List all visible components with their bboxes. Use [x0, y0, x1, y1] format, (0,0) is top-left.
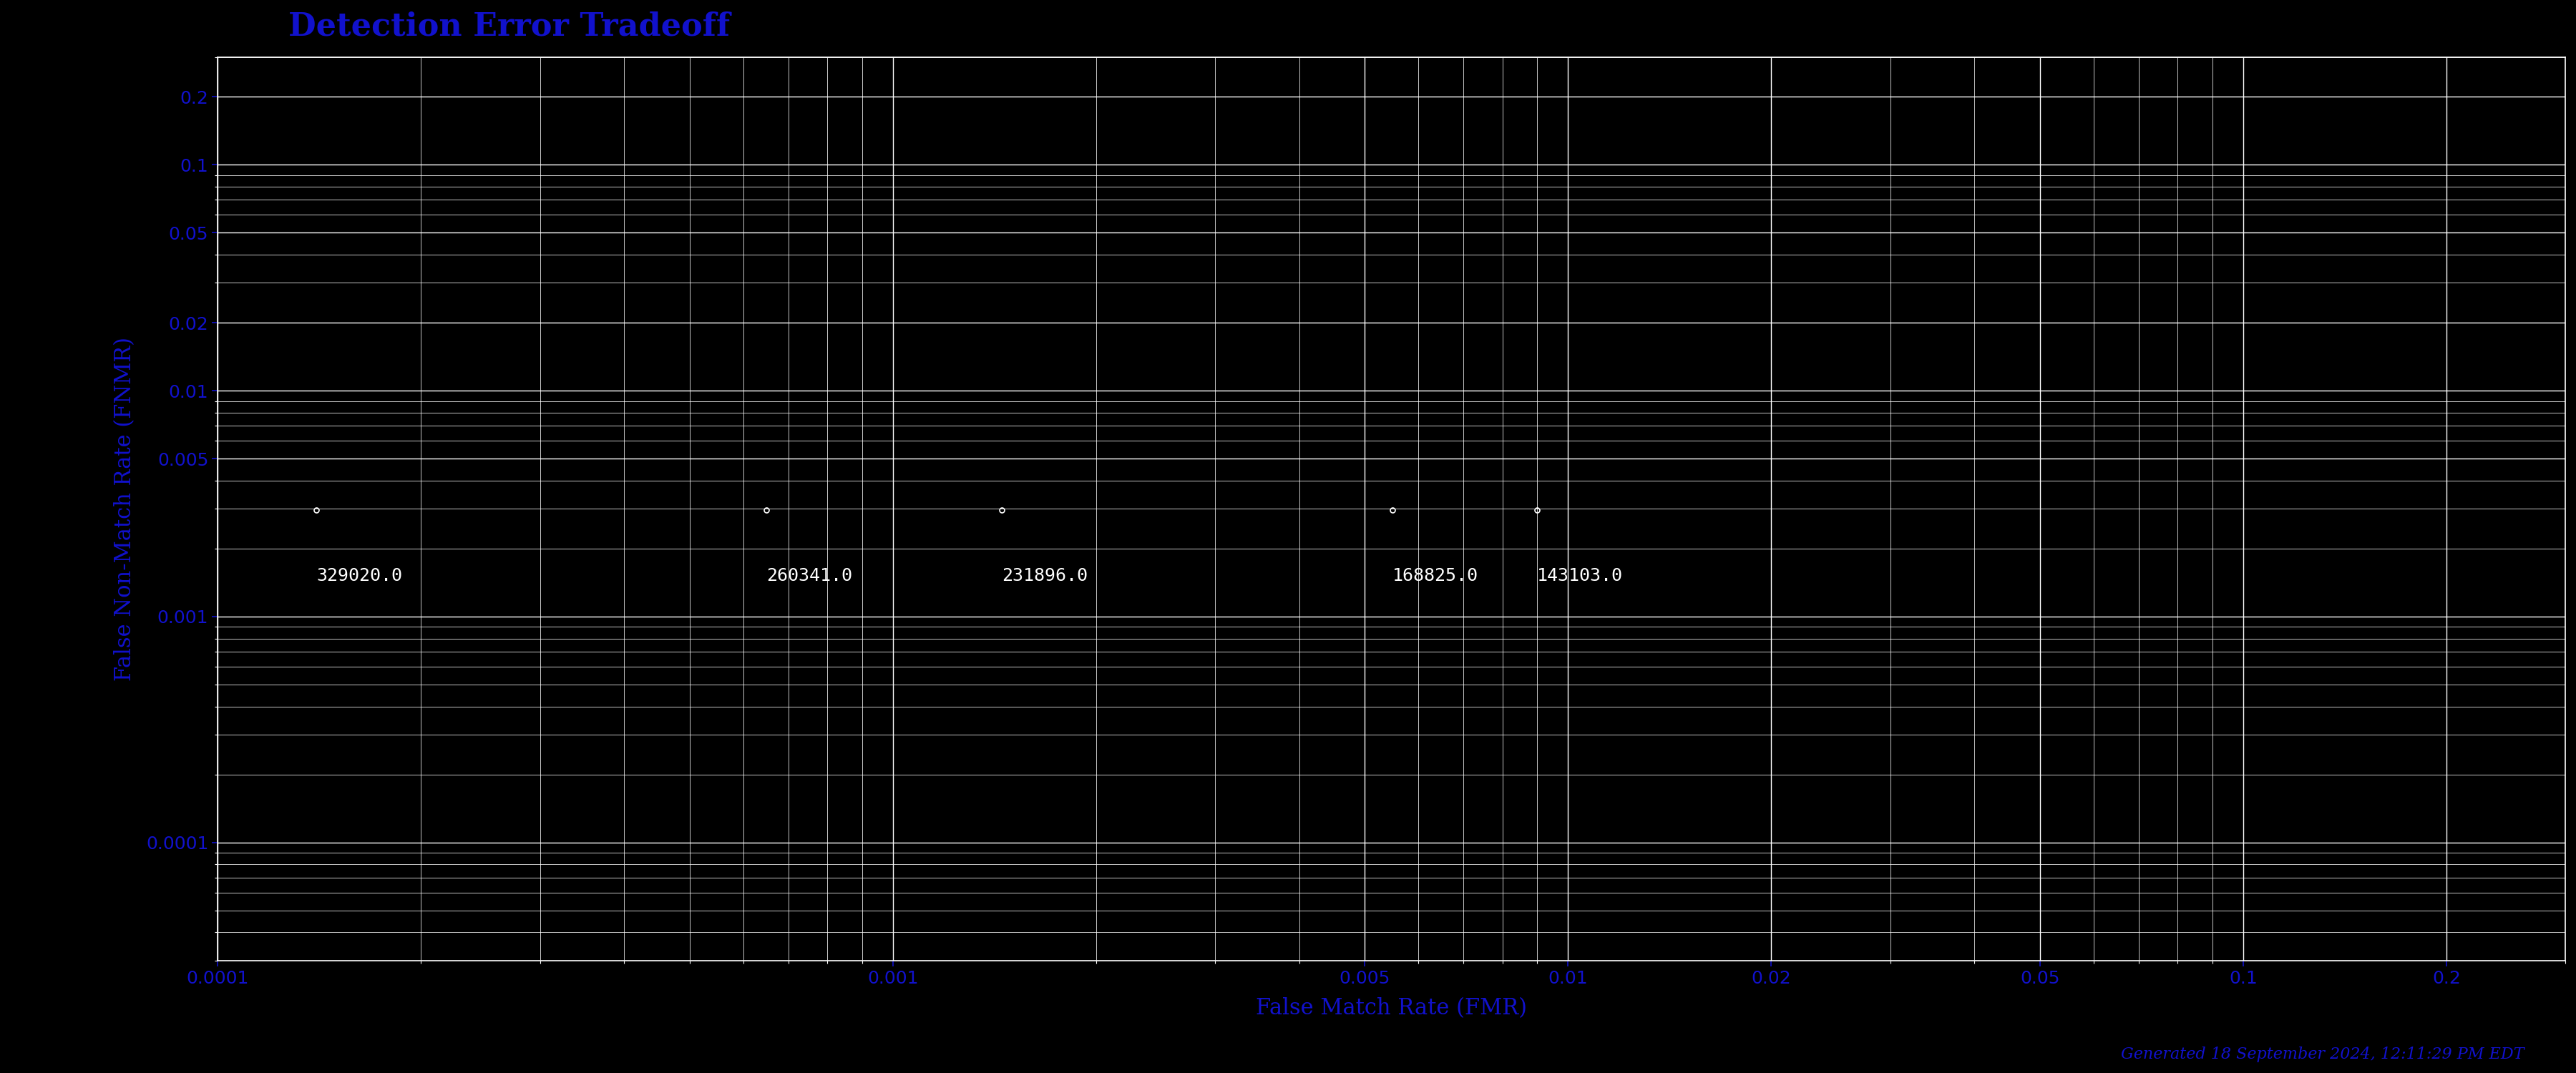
Text: Detection Error Tradeoff: Detection Error Tradeoff: [289, 11, 729, 42]
Text: 329020.0: 329020.0: [317, 568, 402, 585]
Text: Generated 18 September 2024, 12:11:29 PM EDT: Generated 18 September 2024, 12:11:29 PM…: [2120, 1046, 2524, 1062]
Text: 260341.0: 260341.0: [768, 568, 853, 585]
X-axis label: False Match Rate (FMR): False Match Rate (FMR): [1257, 997, 1528, 1019]
Y-axis label: False Non-Match Rate (FNMR): False Non-Match Rate (FNMR): [113, 337, 137, 680]
Text: 231896.0: 231896.0: [1002, 568, 1087, 585]
Text: 168825.0: 168825.0: [1394, 568, 1479, 585]
Text: 143103.0: 143103.0: [1538, 568, 1623, 585]
